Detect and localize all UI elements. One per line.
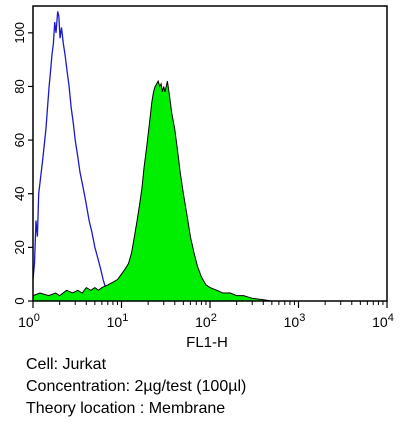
y-tick-label: 80: [12, 79, 27, 93]
concentration-text: Concentration: 2µg/test (100µl): [26, 378, 247, 395]
theory-location-text: Theory location : Membrane: [26, 400, 226, 417]
histogram-series-outline: [32, 11, 122, 298]
x-axis-label: FL1-H: [186, 334, 228, 350]
sample-info: Cell: Jurkat Concentration: 2µg/test (10…: [26, 354, 246, 420]
x-tick-label: 101: [107, 312, 129, 330]
x-tick-label: 104: [372, 312, 394, 330]
series-layer: [32, 11, 272, 302]
axis-layer: 0 20 40 60 80 100 100 101 102 103 104: [12, 22, 394, 330]
x-tick-label: 103: [284, 312, 306, 330]
cell-line-text: Cell: Jurkat: [26, 356, 107, 373]
y-tick-label: 20: [12, 240, 27, 254]
y-tick-label: 100: [12, 22, 27, 44]
histogram-series-filled: [32, 79, 272, 302]
x-tick-label: 102: [195, 312, 217, 330]
y-tick-label: 0: [12, 297, 27, 304]
plot-frame: [32, 5, 388, 302]
histogram-chart: 0 20 40 60 80 100 100 101 102 103 104 FL1-H: [12, 5, 394, 350]
y-tick-label: 60: [12, 133, 27, 147]
x-tick-label: 100: [18, 312, 40, 330]
y-tick-label: 40: [12, 186, 27, 200]
